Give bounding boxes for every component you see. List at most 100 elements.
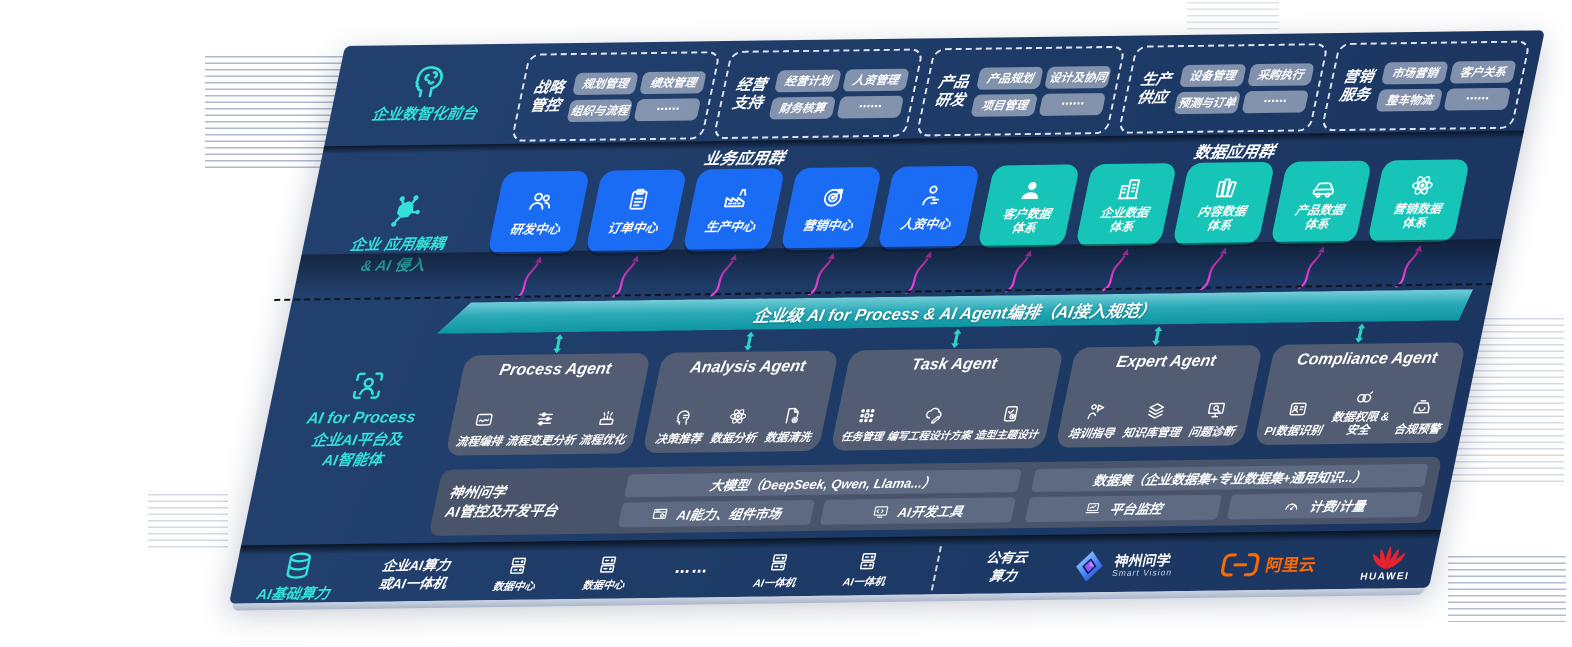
platform-dataset-half: 数据集（企业数据集+专业数据集+通用知识...） 平台监控 计费/计量: [1024, 463, 1429, 522]
group-name: 营销服务: [1337, 68, 1376, 105]
front-group-supply: 生产供应 设备管理 采购执行 预测与订单 ⋯⋯: [1117, 43, 1329, 134]
id-card-icon: [1285, 398, 1310, 419]
link-arrow-icon: [1351, 323, 1369, 343]
agent-item-label: 流程编排: [454, 435, 504, 449]
public-cloud-line1: 公有云: [984, 550, 1029, 567]
chip: 整车物流: [1375, 88, 1444, 112]
agent-item-label: 问题诊断: [1187, 426, 1236, 440]
business-tiles: 研发中心 订单中心 生产中心 营销中心: [487, 165, 981, 300]
agents-row: Process Agent 流程编排 流程变更分析 流程优化 Analysis …: [445, 342, 1467, 456]
link-arrow-icon: [549, 334, 567, 354]
layers-icon: [1143, 400, 1168, 421]
agent-title: Expert Agent: [1114, 352, 1218, 371]
architecture-panel: 企业数智化前台 战略管控 规划管理 绩效管理 组织与流程 ⋯⋯ 经营支持 经营计…: [229, 30, 1545, 604]
chip: 市场营销: [1381, 61, 1449, 84]
agent-item-label: 合规预警: [1392, 423, 1442, 437]
compute-band: AI基础算力 企业AI算力 或AI一体机 数据中心 数据中心 ⋯⋯ AI一体机 …: [255, 538, 1417, 603]
tile-cell: 生产中心: [682, 168, 786, 297]
enterprise-compute-line2: 或AI一体机: [377, 575, 448, 592]
link-arrow-icon: [947, 328, 965, 349]
platform-model-half: 大模型（DeepSeek, Qwen, Llama...） AI能力、组件市场 …: [617, 468, 1022, 527]
tile-label: 营销中心: [801, 218, 855, 234]
chip: 采购执行: [1246, 62, 1315, 86]
tile-label: 产品数据体系: [1294, 202, 1346, 231]
head-chat-icon: [670, 406, 695, 427]
front-office-label: 企业数智化前台: [346, 60, 511, 126]
agent-title: Analysis Agent: [688, 357, 808, 377]
group-name: 战略管控: [528, 79, 566, 115]
agent-item-label: PI数据识别: [1263, 425, 1323, 439]
server-icon: [855, 550, 882, 572]
tile-cell: 营销数据体系: [1367, 159, 1471, 288]
enterprise-compute-text: 企业AI算力 或AI一体机: [377, 557, 452, 593]
link-arrow-icon: [740, 331, 758, 351]
sliders-icon: [532, 408, 557, 429]
data-tiles: 客户数据体系 企业数据体系 内容数据体系 产品数据体系: [977, 159, 1471, 293]
devtool-icon: [870, 502, 891, 519]
diagnose-icon: [1203, 399, 1228, 420]
aliyun-logo: 阿里云: [1219, 551, 1319, 577]
group-name: 经营支持: [730, 76, 769, 112]
agent-item-label: 任务管理: [839, 430, 885, 444]
app-decouple-label: 企业 应用解耦 & AI 侵入: [315, 192, 484, 277]
tile-cell: 人资中心: [877, 165, 981, 294]
doc-gear-icon: [780, 405, 805, 426]
task-agent-box: Task Agent 任务管理 编写工程设计方案 造型主题设计: [830, 347, 1065, 451]
tile-enterprise-data: 企业数据体系: [1074, 163, 1178, 247]
chip: ⋯⋯: [1038, 92, 1107, 116]
analysis-agent-box: Analysis Agent 决策推荐 数据分析 数据清洗: [642, 350, 840, 454]
agent-title: Task Agent: [910, 355, 999, 374]
chip: 客户关系: [1449, 60, 1517, 84]
node-label: AI一体机: [841, 575, 887, 589]
shenzhou-logo-icon: [1069, 549, 1110, 584]
platform-name: 神州问学 AI管控及开发平台: [444, 482, 614, 522]
chip: 预测与订单: [1173, 90, 1241, 114]
expert-agent-box: Expert Agent 培训指导 知识库管理 问题诊断: [1055, 345, 1263, 448]
front-office-label-text: 企业数智化前台: [370, 105, 479, 124]
factory-icon: [720, 185, 753, 212]
agent-title: Compliance Agent: [1295, 349, 1439, 369]
clipboard-icon: [622, 186, 655, 213]
car-icon: [1308, 173, 1341, 200]
front-group-marketing: 营销服务 市场营销 客户关系 整车物流 ⋯⋯: [1320, 40, 1531, 132]
chip: ⋯⋯: [1443, 87, 1512, 111]
tile-production-center: 生产中心: [682, 168, 786, 252]
tile-cell: 企业数据体系: [1074, 163, 1178, 292]
tile-rd-center: 研发中心: [487, 170, 590, 255]
tile-label: 人资中心: [898, 217, 952, 232]
tile-label: 研发中心: [508, 222, 562, 237]
server-icon: [766, 551, 793, 573]
ai-platform-label: AI for Process 企业AI平台及 AI智能体: [270, 367, 451, 472]
chip: ⋯⋯: [634, 97, 702, 121]
enterprise-compute-line1: 企业AI算力: [380, 558, 452, 575]
grid-icon: [854, 405, 879, 426]
atom-icon: [725, 406, 750, 427]
tile-cell: 内容数据体系: [1172, 161, 1276, 291]
agent-item-label: 编写工程设计方案: [885, 429, 973, 443]
decorative-stripes-bottom-left: [148, 494, 228, 552]
card-check-icon: [998, 403, 1023, 424]
agent-item-label: 培训指导: [1066, 427, 1116, 441]
tile-label: 内容数据体系: [1196, 203, 1248, 233]
user-icon: [1015, 177, 1048, 204]
group-name: 生产供应: [1135, 71, 1173, 107]
tile-content-data: 内容数据体系: [1172, 161, 1276, 246]
trainer-icon: [1083, 401, 1108, 422]
node-label: AI一体机: [752, 576, 797, 590]
tile-cell: 客户数据体系: [977, 164, 1080, 293]
chip: 人资管理: [842, 68, 910, 91]
ai-devtools-bar: AI开发工具: [819, 496, 1017, 525]
head-brain-icon: [407, 61, 455, 102]
tile-label: 订单中心: [606, 220, 660, 236]
chip: 组织与流程: [566, 98, 634, 122]
tile-cell: 订单中心: [584, 169, 688, 298]
layer-shadow: [292, 238, 1502, 299]
chip: 设备管理: [1178, 63, 1247, 87]
tile-hr-center: 人资中心: [877, 165, 981, 250]
ai-platform-line1: AI for Process: [305, 409, 418, 428]
chip: ⋯⋯: [836, 95, 904, 119]
tile-marketing-center: 营销中心: [779, 166, 883, 251]
agent-item-label: 流程变更分析: [504, 435, 577, 448]
flow-icon: [471, 409, 496, 430]
aliyun-logo-icon: [1219, 552, 1262, 578]
